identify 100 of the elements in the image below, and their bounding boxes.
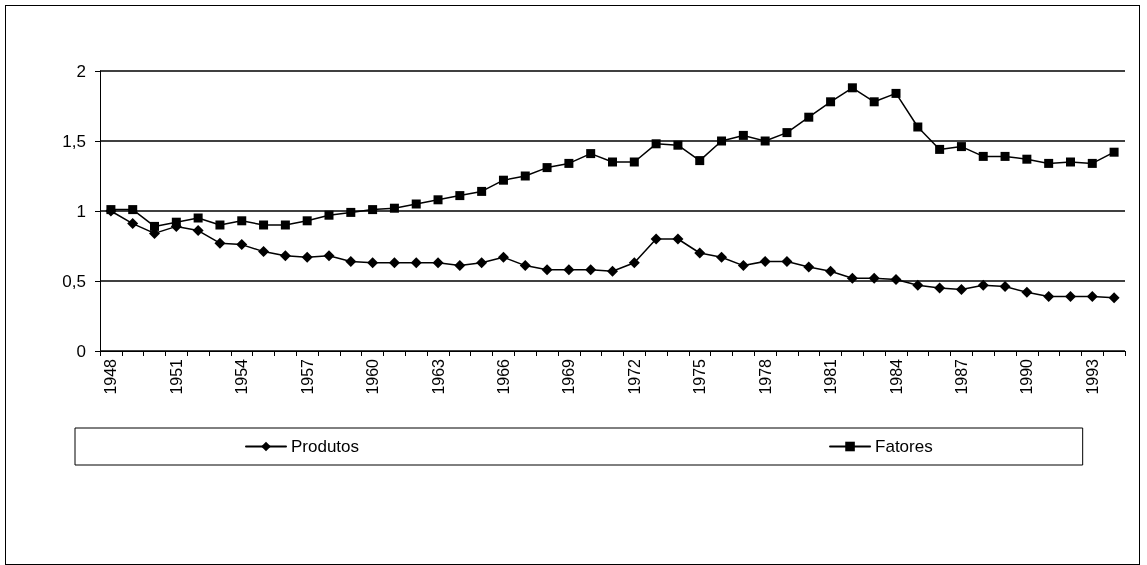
point <box>738 130 748 140</box>
point <box>497 251 509 263</box>
point <box>999 281 1011 293</box>
x-tick-label: 1948 <box>102 358 120 395</box>
y-tick-label: 0,5 <box>62 271 86 291</box>
point <box>803 261 815 273</box>
x-tick-label: 1975 <box>691 358 709 395</box>
point <box>367 257 379 269</box>
point <box>629 157 639 167</box>
point <box>1087 158 1097 168</box>
point <box>346 207 356 217</box>
point <box>585 264 597 276</box>
point <box>912 279 924 291</box>
point <box>673 140 683 150</box>
point <box>411 199 421 209</box>
point <box>128 205 138 215</box>
point <box>869 97 879 107</box>
point <box>127 218 139 230</box>
point <box>782 128 792 138</box>
point <box>192 225 204 237</box>
point <box>717 136 727 146</box>
point <box>760 136 770 146</box>
point <box>804 112 814 122</box>
point <box>259 220 269 230</box>
x-tick-label: 1957 <box>298 358 316 395</box>
point <box>607 265 618 277</box>
point <box>520 171 530 181</box>
point <box>891 88 901 98</box>
x-tick-label: 1981 <box>822 358 840 395</box>
point <box>302 216 312 226</box>
point <box>410 257 422 269</box>
point <box>564 158 574 168</box>
point <box>1022 154 1032 164</box>
point <box>781 255 793 267</box>
point <box>432 257 444 269</box>
point <box>586 149 596 159</box>
point <box>345 255 357 267</box>
x-tick-label: 1954 <box>233 358 251 395</box>
point <box>716 251 728 263</box>
point <box>737 260 749 272</box>
x-tick-label: 1984 <box>887 358 905 395</box>
point <box>608 157 617 167</box>
point <box>388 257 400 269</box>
point <box>541 264 553 276</box>
x-tick-label: 1990 <box>1018 358 1036 395</box>
point <box>280 220 290 230</box>
point <box>913 122 923 132</box>
point <box>1109 147 1119 157</box>
point <box>1021 286 1033 298</box>
point <box>301 251 313 263</box>
point <box>215 220 225 230</box>
y-tick-label: 0 <box>76 341 86 361</box>
y-tick-label: 1 <box>76 201 86 221</box>
legend-label: Produtos <box>291 437 360 456</box>
point <box>868 272 880 284</box>
legend-label: Fatores <box>875 437 933 456</box>
point <box>672 233 684 245</box>
point <box>368 205 378 215</box>
point <box>389 203 399 213</box>
x-tick-label: 1963 <box>429 358 447 395</box>
point <box>193 213 203 223</box>
point <box>237 216 247 226</box>
point <box>1044 158 1054 168</box>
x-tick-label: 1972 <box>625 358 643 395</box>
x-tick-label: 1951 <box>167 358 185 395</box>
point <box>258 246 270 258</box>
point <box>150 221 160 231</box>
point <box>759 255 771 267</box>
point <box>935 144 945 154</box>
point <box>1108 292 1120 304</box>
point <box>826 97 836 107</box>
point <box>847 83 857 93</box>
point <box>628 257 640 269</box>
point <box>324 210 334 220</box>
point <box>694 247 706 259</box>
point <box>956 142 966 152</box>
point <box>433 195 443 205</box>
point <box>846 272 858 284</box>
point <box>955 283 967 295</box>
point <box>476 257 488 269</box>
point <box>825 265 837 277</box>
point <box>977 279 989 291</box>
point <box>1065 157 1075 167</box>
point <box>454 260 466 272</box>
point <box>1043 290 1055 302</box>
point <box>695 156 705 166</box>
point <box>1000 151 1010 161</box>
x-tick-label: 1993 <box>1083 358 1101 395</box>
point <box>563 264 575 276</box>
point <box>236 239 248 251</box>
point <box>498 175 508 185</box>
point <box>214 237 226 249</box>
point <box>934 282 946 294</box>
point <box>650 233 662 245</box>
point <box>519 260 531 272</box>
x-tick-label: 1978 <box>756 358 774 395</box>
y-tick-label: 1,5 <box>62 131 86 151</box>
point <box>171 217 181 227</box>
x-tick-label: 1960 <box>364 358 382 395</box>
x-tick-label: 1969 <box>560 358 578 395</box>
